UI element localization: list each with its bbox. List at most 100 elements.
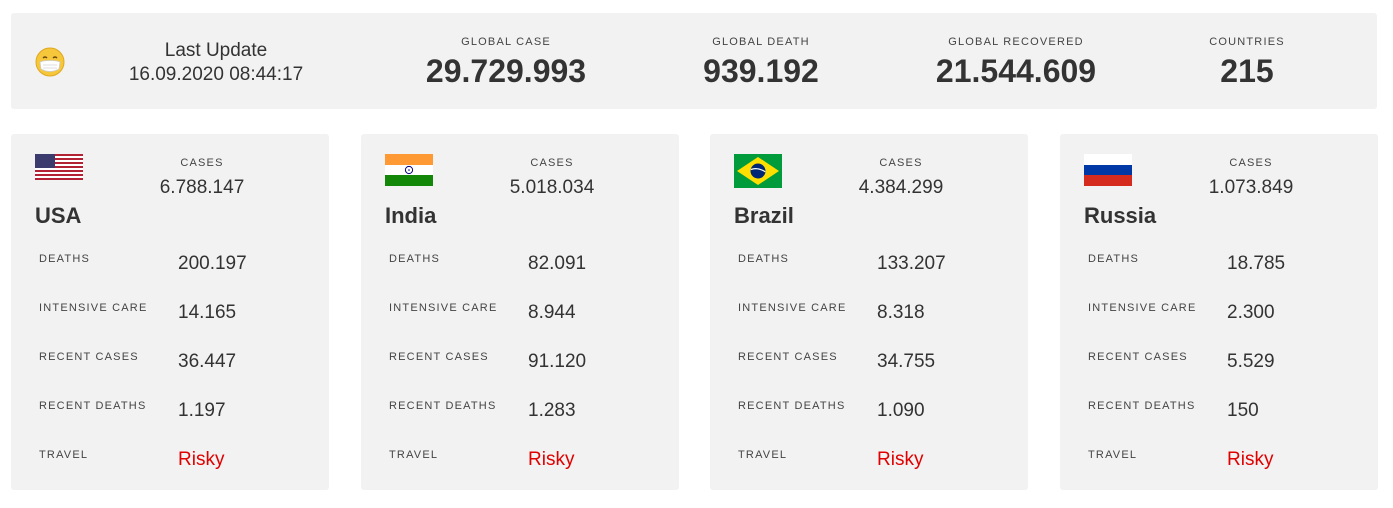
travel-row: TRAVEL Risky [39,448,319,478]
country-name: Brazil [734,203,794,228]
global-death-value: 939.192 [703,53,819,89]
travel-status: Risky [178,449,225,470]
recent-cases-value: 34.755 [877,351,936,372]
intensive-care-row: INTENSIVE CARE 8.318 [738,301,1018,331]
recent-cases-row: RECENT CASES 34.755 [738,350,1018,380]
intensive-care-row: INTENSIVE CARE 8.944 [389,301,669,331]
recent-cases-label: RECENT CASES [738,351,838,363]
recent-deaths-value: 1.283 [528,400,576,421]
global-case-value: 29.729.993 [425,53,587,89]
travel-label: TRAVEL [738,449,788,461]
countries-value: 215 [1220,53,1274,89]
travel-status: Risky [877,449,924,470]
global-recovered-label: GLOBAL RECOVERED [948,36,1084,48]
intensive-care-label: INTENSIVE CARE [39,302,148,314]
recent-deaths-value: 1.090 [877,400,925,421]
country-name: India [385,203,437,228]
usa-flag-icon [35,154,83,180]
cases-block: CASES 4.384.299 [838,156,964,200]
deaths-value: 18.785 [1227,253,1286,274]
deaths-row: DEATHS 133.207 [738,252,1018,282]
recent-deaths-row: RECENT DEATHS 1.090 [738,399,1018,429]
travel-label: TRAVEL [39,449,89,461]
recent-deaths-value: 150 [1227,400,1259,421]
country-card-russia: CASES 1.073.849 Russia DEATHS 18.785 INT… [1060,134,1378,490]
global-death-stat: GLOBAL DEATH 939.192 [661,35,861,91]
travel-status: Risky [528,449,575,470]
global-summary-header: Last Update 16.09.2020 08:44:17 GLOBAL C… [11,13,1377,109]
deaths-row: DEATHS 200.197 [39,252,319,282]
intensive-care-label: INTENSIVE CARE [738,302,847,314]
cases-value: 4.384.299 [858,177,944,198]
country-name: USA [35,203,82,228]
cases-label: CASES [530,157,574,169]
recent-cases-row: RECENT CASES 91.120 [389,350,669,380]
recent-cases-label: RECENT CASES [39,351,139,363]
countries-label: COUNTRIES [1209,36,1285,48]
intensive-care-value: 2.300 [1227,302,1275,323]
last-update: Last Update 16.09.2020 08:44:17 [111,39,321,87]
deaths-label: DEATHS [39,253,91,265]
global-death-label: GLOBAL DEATH [712,36,810,48]
recent-cases-value: 5.529 [1227,351,1275,372]
recent-deaths-row: RECENT DEATHS 1.197 [39,399,319,429]
recent-deaths-row: RECENT DEATHS 150 [1088,399,1368,429]
deaths-value: 133.207 [877,253,946,274]
last-update-value: 16.09.2020 08:44:17 [128,64,304,85]
travel-label: TRAVEL [389,449,439,461]
cases-label: CASES [180,157,224,169]
intensive-care-value: 14.165 [178,302,237,323]
recent-cases-row: RECENT CASES 36.447 [39,350,319,380]
recent-cases-value: 91.120 [528,351,587,372]
recent-deaths-label: RECENT DEATHS [738,400,846,412]
cases-label: CASES [879,157,923,169]
russia-flag-icon [1084,154,1132,186]
recent-cases-label: RECENT CASES [389,351,489,363]
countries-stat: COUNTRIES 215 [1197,35,1297,91]
global-recovered-stat: GLOBAL RECOVERED 21.544.609 [916,35,1116,91]
recent-deaths-row: RECENT DEATHS 1.283 [389,399,669,429]
recent-deaths-label: RECENT DEATHS [389,400,497,412]
global-case-label: GLOBAL CASE [461,36,551,48]
deaths-label: DEATHS [389,253,441,265]
deaths-value: 82.091 [528,253,587,274]
cases-value: 6.788.147 [159,177,245,198]
recent-deaths-label: RECENT DEATHS [1088,400,1196,412]
intensive-care-row: INTENSIVE CARE 2.300 [1088,301,1368,331]
country-card-usa: CASES 6.788.147 USA DEATHS 200.197 INTEN… [11,134,329,490]
travel-row: TRAVEL Risky [738,448,1018,478]
recent-deaths-label: RECENT DEATHS [39,400,147,412]
cases-value: 5.018.034 [509,177,595,198]
deaths-label: DEATHS [738,253,790,265]
face-with-medical-mask-icon [35,47,65,77]
india-flag-icon [385,154,433,186]
recent-cases-label: RECENT CASES [1088,351,1188,363]
recent-cases-row: RECENT CASES 5.529 [1088,350,1368,380]
travel-label: TRAVEL [1088,449,1138,461]
cases-block: CASES 6.788.147 [139,156,265,200]
recent-deaths-value: 1.197 [178,400,226,421]
intensive-care-row: INTENSIVE CARE 14.165 [39,301,319,331]
country-name: Russia [1084,203,1157,228]
deaths-label: DEATHS [1088,253,1140,265]
travel-status: Risky [1227,449,1274,470]
travel-row: TRAVEL Risky [389,448,669,478]
cases-block: CASES 5.018.034 [489,156,615,200]
intensive-care-label: INTENSIVE CARE [389,302,498,314]
cases-block: CASES 1.073.849 [1188,156,1314,200]
cases-label: CASES [1229,157,1273,169]
recent-cases-value: 36.447 [178,351,237,372]
global-recovered-value: 21.544.609 [935,53,1097,89]
last-update-label: Last Update [164,40,268,61]
country-card-india: CASES 5.018.034 India DEATHS 82.091 INTE… [361,134,679,490]
cases-value: 1.073.849 [1208,177,1294,198]
deaths-value: 200.197 [178,253,247,274]
deaths-row: DEATHS 82.091 [389,252,669,282]
brazil-flag-icon [734,154,782,188]
intensive-care-value: 8.318 [877,302,925,323]
travel-row: TRAVEL Risky [1088,448,1368,478]
deaths-row: DEATHS 18.785 [1088,252,1368,282]
intensive-care-value: 8.944 [528,302,576,323]
intensive-care-label: INTENSIVE CARE [1088,302,1197,314]
country-card-brazil: CASES 4.384.299 Brazil DEATHS 133.207 IN… [710,134,1028,490]
